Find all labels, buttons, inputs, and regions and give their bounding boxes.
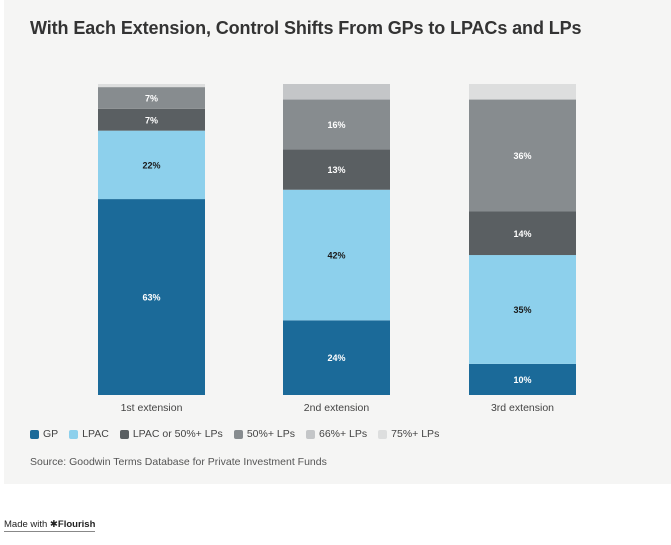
legend-label: LPAC or 50%+ LPs bbox=[132, 428, 223, 440]
data-label: 10% bbox=[513, 375, 531, 385]
bar-segment-2nd-extension-lpac-or-50-lps[interactable] bbox=[283, 149, 390, 190]
stacked-bar-chart: 63% 22% 7% 7% 1st extension 24% 42% 13% 16% 2nd e… bbox=[98, 84, 576, 414]
legend-label: LPAC bbox=[82, 428, 109, 440]
bar-segment-3rd-extension-lpac-or-50-lps[interactable] bbox=[469, 211, 576, 256]
data-label: 13% bbox=[327, 165, 345, 175]
legend-item[interactable]: LPAC bbox=[69, 428, 109, 440]
legend-item[interactable]: 66%+ LPs bbox=[305, 428, 368, 440]
legend-item[interactable]: GP bbox=[30, 428, 58, 440]
bar-segment-1st-extension-50-lps[interactable] bbox=[98, 87, 205, 109]
chart-source: Source: Goodwin Terms Database for Priva… bbox=[30, 456, 327, 468]
chart-title: With Each Extension, Control Shifts From… bbox=[30, 18, 582, 38]
legend-label: 50%+ LPs bbox=[246, 428, 295, 440]
made-with-label: Made with bbox=[4, 519, 48, 530]
bar-segment-3rd-extension-75-lps[interactable] bbox=[469, 84, 576, 100]
legend-swatch bbox=[30, 429, 39, 439]
bar-segment-2nd-extension-50-lps[interactable] bbox=[283, 99, 390, 150]
bar-segment-2nd-extension-lpac[interactable] bbox=[283, 189, 390, 321]
legend-swatch bbox=[233, 429, 243, 439]
data-label: 16% bbox=[327, 120, 345, 130]
data-label: 22% bbox=[142, 160, 160, 170]
bar-segment-3rd-extension-lpac[interactable] bbox=[469, 255, 576, 364]
legend-item[interactable]: LPAC or 50%+ LPs bbox=[119, 428, 223, 440]
bar-segment-1st-extension-75-lps[interactable] bbox=[98, 84, 205, 88]
data-label: 35% bbox=[513, 305, 531, 315]
legend-label: 75%+ LPs bbox=[391, 428, 440, 440]
data-label: 63% bbox=[142, 293, 160, 303]
legend-label: 66%+ LPs bbox=[318, 428, 368, 440]
x-tick-label: 3rd extension bbox=[491, 402, 554, 414]
bar-segment-2nd-extension-gp[interactable] bbox=[283, 320, 390, 395]
legend-item[interactable]: 50%+ LPs bbox=[233, 428, 295, 440]
legend-swatch bbox=[305, 429, 315, 439]
chart-legend: GP LPAC LPAC or 50%+ LPs 50%+ LPs 66%+ LPs 75… bbox=[30, 428, 439, 440]
data-label: 36% bbox=[513, 151, 531, 161]
legend-swatch bbox=[378, 429, 388, 439]
x-tick-label: 1st extension bbox=[121, 402, 183, 414]
made-with-flourish-link[interactable]: Made with ✱Flourish bbox=[4, 519, 96, 532]
flourish-logo-icon: ✱ bbox=[49, 519, 58, 530]
bar-segment-3rd-extension-50-lps[interactable] bbox=[469, 99, 576, 212]
data-label: 7% bbox=[145, 115, 158, 125]
data-label: 7% bbox=[145, 93, 158, 103]
legend-item[interactable]: 75%+ LPs bbox=[378, 428, 439, 440]
legend-label: GP bbox=[43, 428, 59, 440]
data-label: 14% bbox=[513, 229, 531, 239]
bar-segment-1st-extension-lpac-or-50-lps[interactable] bbox=[98, 108, 205, 131]
x-tick-label: 2nd extension bbox=[304, 402, 370, 414]
bar-segment-1st-extension-gp[interactable] bbox=[98, 199, 205, 395]
bar-segment-1st-extension-lpac[interactable] bbox=[98, 130, 205, 200]
data-label: 24% bbox=[327, 353, 345, 363]
bar-segment-2nd-extension-66-lps[interactable] bbox=[283, 84, 390, 100]
legend-swatch bbox=[119, 429, 129, 439]
legend-swatch bbox=[69, 429, 79, 439]
data-label: 42% bbox=[327, 251, 345, 261]
bar-segment-3rd-extension-gp[interactable] bbox=[469, 363, 576, 395]
chart-card: With Each Extension, Control Shifts From… bbox=[4, 0, 671, 484]
flourish-brand: Flourish bbox=[57, 519, 96, 530]
